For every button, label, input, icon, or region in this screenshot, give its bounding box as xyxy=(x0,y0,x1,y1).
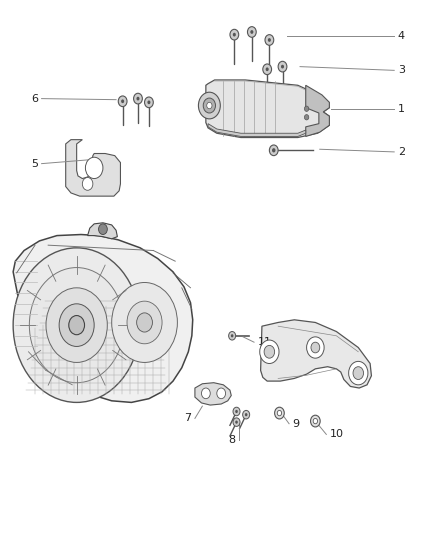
Polygon shape xyxy=(306,85,329,136)
Circle shape xyxy=(59,304,94,346)
Circle shape xyxy=(203,98,215,113)
Circle shape xyxy=(304,115,309,120)
Polygon shape xyxy=(88,223,117,239)
Circle shape xyxy=(233,407,240,416)
Circle shape xyxy=(265,68,269,71)
Circle shape xyxy=(69,316,85,335)
Circle shape xyxy=(233,418,240,426)
Circle shape xyxy=(198,92,220,119)
Circle shape xyxy=(313,418,318,424)
Circle shape xyxy=(278,61,287,72)
Circle shape xyxy=(264,345,275,358)
Circle shape xyxy=(251,30,253,34)
Circle shape xyxy=(231,334,233,337)
Circle shape xyxy=(353,367,364,379)
Circle shape xyxy=(207,102,212,109)
Polygon shape xyxy=(13,235,193,402)
Circle shape xyxy=(230,29,239,40)
Circle shape xyxy=(147,100,151,104)
Text: 10: 10 xyxy=(330,430,344,439)
Circle shape xyxy=(275,407,284,419)
Circle shape xyxy=(269,145,278,156)
Circle shape xyxy=(85,157,103,179)
Text: 1: 1 xyxy=(398,104,405,114)
Text: 7: 7 xyxy=(184,414,191,423)
Polygon shape xyxy=(261,320,371,388)
Circle shape xyxy=(307,337,324,358)
Circle shape xyxy=(263,64,272,75)
Circle shape xyxy=(229,332,236,340)
Circle shape xyxy=(277,410,282,416)
Circle shape xyxy=(82,177,93,190)
Circle shape xyxy=(112,282,177,362)
Circle shape xyxy=(29,268,124,383)
Circle shape xyxy=(46,288,107,362)
Circle shape xyxy=(281,65,284,68)
Circle shape xyxy=(127,301,162,344)
Circle shape xyxy=(137,97,139,100)
Polygon shape xyxy=(66,140,120,196)
Circle shape xyxy=(235,410,238,413)
Circle shape xyxy=(243,410,250,419)
Circle shape xyxy=(233,33,236,36)
Circle shape xyxy=(121,99,124,103)
Circle shape xyxy=(304,106,309,111)
Text: 6: 6 xyxy=(31,94,38,103)
Text: 4: 4 xyxy=(398,31,405,41)
Circle shape xyxy=(311,415,320,427)
Circle shape xyxy=(217,388,226,399)
Text: 8: 8 xyxy=(228,435,235,445)
Circle shape xyxy=(311,342,320,353)
Text: 3: 3 xyxy=(398,66,405,75)
Polygon shape xyxy=(195,383,231,405)
Polygon shape xyxy=(208,124,306,136)
Circle shape xyxy=(265,35,274,45)
Circle shape xyxy=(137,313,152,332)
Text: 9: 9 xyxy=(293,419,300,429)
Text: 11: 11 xyxy=(258,337,272,347)
Polygon shape xyxy=(206,80,329,138)
Circle shape xyxy=(260,340,279,364)
Circle shape xyxy=(245,413,247,416)
Text: 5: 5 xyxy=(31,159,38,168)
Circle shape xyxy=(118,96,127,107)
Circle shape xyxy=(272,148,276,152)
Circle shape xyxy=(13,248,140,402)
Circle shape xyxy=(268,38,271,42)
Circle shape xyxy=(201,388,210,399)
Circle shape xyxy=(247,27,256,37)
Circle shape xyxy=(145,97,153,108)
Circle shape xyxy=(99,224,107,235)
Circle shape xyxy=(235,421,238,424)
Text: 2: 2 xyxy=(398,147,405,157)
Circle shape xyxy=(349,361,368,385)
Circle shape xyxy=(134,93,142,104)
